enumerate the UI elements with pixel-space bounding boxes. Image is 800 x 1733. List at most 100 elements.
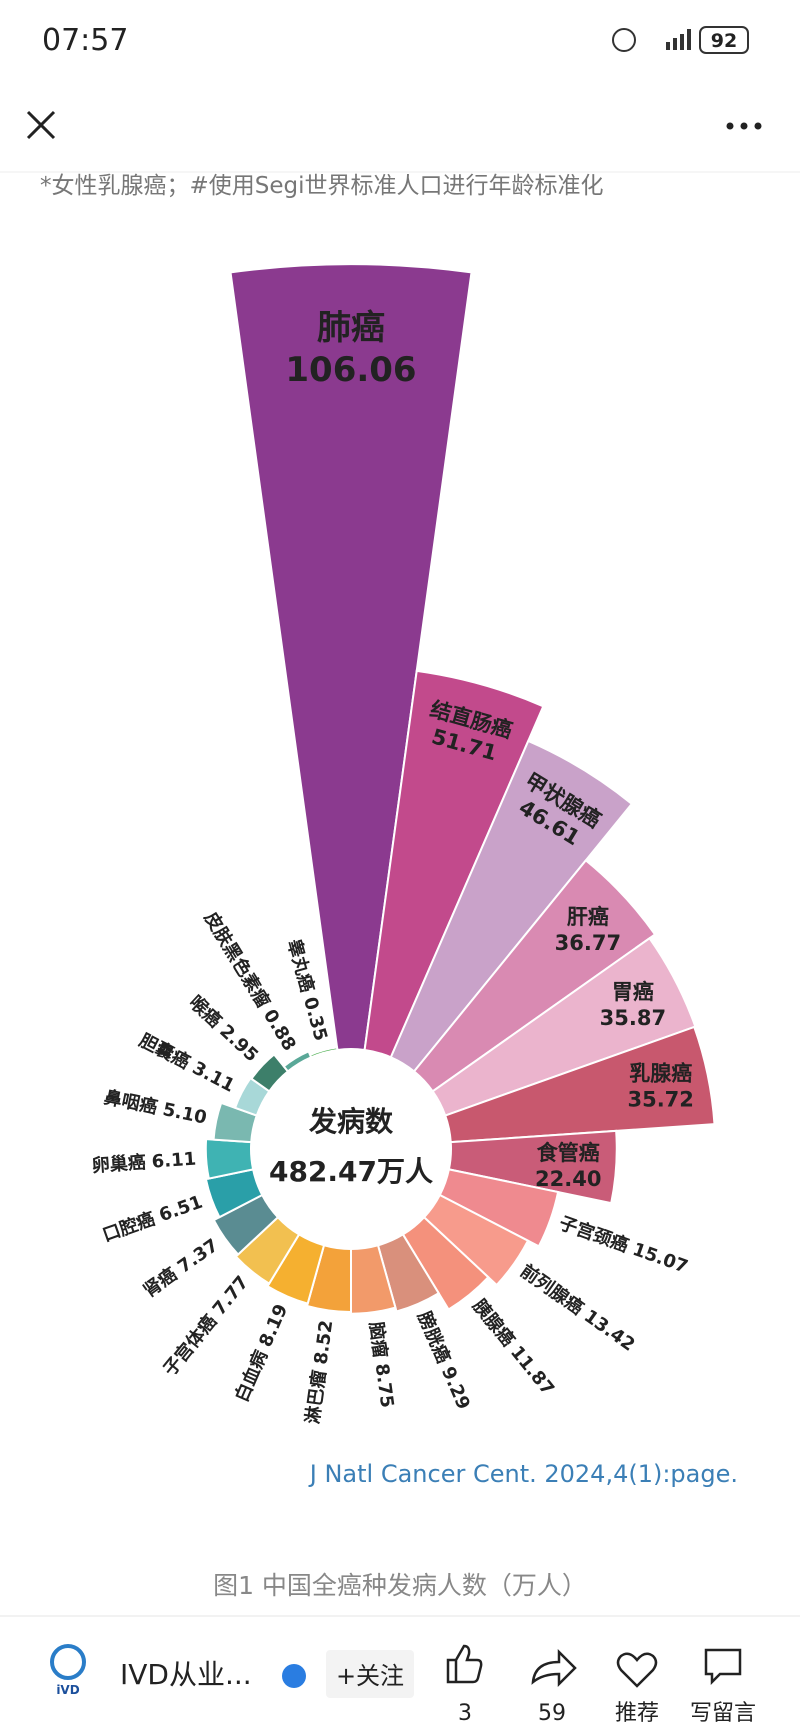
figure-caption: 图1 中国全癌种发病人数（万人） bbox=[213, 1571, 587, 1600]
rose-wedge bbox=[431, 936, 697, 1117]
value-label: 7.37 bbox=[174, 1235, 222, 1278]
value-label: 15.07 bbox=[630, 1239, 691, 1278]
data-label: 肺癌 106.06 bbox=[285, 308, 416, 390]
value-label: 5.10 bbox=[161, 1099, 209, 1129]
data-label: 皮肤黑色素瘤0.88 bbox=[200, 908, 301, 1055]
center-hole bbox=[253, 1051, 449, 1247]
rose-wedge bbox=[443, 1025, 716, 1144]
rose-wedge bbox=[447, 1129, 618, 1205]
category-name: 卵巢癌 bbox=[91, 1151, 146, 1177]
value-label: 22.40 bbox=[535, 1167, 601, 1191]
category-name: 睾丸癌 bbox=[283, 937, 319, 995]
likes-count[interactable]: 3 bbox=[458, 1701, 472, 1726]
battery-level: 92 bbox=[711, 30, 737, 52]
category-name: 子宫颈癌 bbox=[556, 1212, 631, 1257]
logo-text: iVD bbox=[56, 1683, 79, 1697]
value-label: 3.11 bbox=[189, 1058, 238, 1097]
rose-wedge bbox=[350, 1244, 397, 1315]
more-button[interactable] bbox=[726, 122, 762, 130]
category-name: 喉癌 bbox=[185, 991, 226, 1032]
data-label: 子宫体癌7.77 bbox=[159, 1271, 253, 1380]
value-label: 0.88 bbox=[259, 1006, 300, 1055]
value-label: 11.87 bbox=[506, 1342, 558, 1399]
rose-wedge bbox=[376, 1233, 441, 1313]
rose-wedge bbox=[229, 263, 473, 1052]
category-name: 肝癌 bbox=[567, 905, 609, 929]
follow-button[interactable]: +关注 bbox=[336, 1662, 404, 1690]
rose-wedge bbox=[422, 1193, 530, 1287]
data-label: 前列腺癌13.42 bbox=[516, 1260, 639, 1356]
value-label: 9.29 bbox=[437, 1364, 474, 1413]
data-label: 子宫颈癌15.07 bbox=[556, 1212, 691, 1278]
rose-wedge bbox=[363, 669, 545, 1059]
value-label: 7.77 bbox=[209, 1272, 253, 1320]
value-label: 6.11 bbox=[151, 1149, 197, 1173]
category-name: 胃癌 bbox=[612, 980, 654, 1004]
category-name: 鼻咽癌 bbox=[102, 1086, 159, 1119]
data-label: 淋巴瘤 8.52 bbox=[301, 1319, 337, 1425]
value-label: 8.19 bbox=[255, 1301, 292, 1350]
rose-wedge bbox=[305, 1244, 352, 1314]
account-name[interactable]: IVD从业... bbox=[120, 1658, 252, 1691]
rose-wedge bbox=[401, 1215, 490, 1311]
data-label: 鼻咽癌5.10 bbox=[102, 1086, 209, 1129]
battery bbox=[699, 26, 749, 54]
center-total: 482.47万人 bbox=[269, 1155, 433, 1188]
rose-wedge bbox=[212, 1193, 280, 1256]
category-name: 淋巴瘤 bbox=[301, 1369, 330, 1425]
value-label: 0.35 bbox=[299, 995, 331, 1043]
category-name: 前列腺癌 bbox=[516, 1260, 588, 1319]
rose-wedge bbox=[438, 1168, 560, 1248]
rose-wedge bbox=[234, 1215, 301, 1285]
follow-button-bg[interactable] bbox=[326, 1650, 414, 1698]
verified-badge bbox=[282, 1664, 306, 1688]
signal-bars bbox=[666, 29, 691, 50]
comment-label[interactable]: 写留言 bbox=[690, 1701, 756, 1726]
rose-wedge bbox=[282, 1049, 313, 1073]
value-label: 35.72 bbox=[627, 1088, 693, 1112]
data-label: 胃癌 35.87 bbox=[600, 980, 666, 1030]
value-label: 36.77 bbox=[555, 931, 621, 955]
value-label: 35.87 bbox=[600, 1006, 666, 1030]
category-name: 肺癌 bbox=[317, 308, 385, 348]
category-name: 皮肤黑色素瘤 bbox=[200, 908, 275, 1012]
center-title: 发病数 bbox=[308, 1105, 394, 1138]
category-name: 乳腺癌 bbox=[629, 1062, 692, 1086]
category-name: 食管癌 bbox=[537, 1141, 600, 1165]
data-label: 胰腺癌11.87 bbox=[467, 1294, 558, 1399]
rose-wedge bbox=[204, 1138, 255, 1180]
shares-count[interactable]: 59 bbox=[538, 1701, 566, 1726]
rose-wedge bbox=[389, 739, 634, 1073]
category-name: 胆囊癌 bbox=[135, 1029, 194, 1074]
recommend-label[interactable]: 推荐 bbox=[615, 1701, 659, 1726]
data-label: 卵巢癌 6.11 bbox=[91, 1148, 197, 1177]
data-label: 肝癌 36.77 bbox=[555, 905, 621, 955]
category-name: 肾癌 bbox=[139, 1263, 181, 1302]
data-label: 脑瘤 8.75 bbox=[365, 1320, 399, 1409]
value-label: 6.51 bbox=[156, 1192, 205, 1227]
value-label: 106.06 bbox=[285, 350, 416, 390]
rose-wedge bbox=[412, 858, 657, 1093]
data-label: 肾癌7.37 bbox=[139, 1234, 222, 1302]
logo-mark bbox=[50, 1644, 86, 1680]
rose-wedge bbox=[204, 1168, 264, 1219]
value-label: 13.42 bbox=[580, 1306, 639, 1356]
data-label: 口腔癌6.51 bbox=[100, 1191, 206, 1247]
rose-wedge bbox=[266, 1233, 326, 1305]
category-name: 口腔癌 bbox=[100, 1208, 158, 1247]
value-label: 8.52 bbox=[310, 1319, 337, 1366]
data-label: 食管癌 22.40 bbox=[535, 1141, 601, 1191]
category-name: 膀胱癌 bbox=[413, 1307, 455, 1366]
close-button[interactable] bbox=[26, 110, 56, 140]
value-label: 8.75 bbox=[371, 1362, 398, 1409]
data-label: 膀胱癌9.29 bbox=[413, 1307, 475, 1412]
data-label: 乳腺癌 35.72 bbox=[627, 1062, 693, 1112]
data-label: 白血病8.19 bbox=[230, 1301, 292, 1406]
rose-wedge bbox=[250, 1053, 290, 1093]
value-label: 2.95 bbox=[215, 1021, 262, 1067]
category-name: 脑瘤 bbox=[365, 1320, 392, 1359]
rose-wedge bbox=[308, 1046, 339, 1059]
